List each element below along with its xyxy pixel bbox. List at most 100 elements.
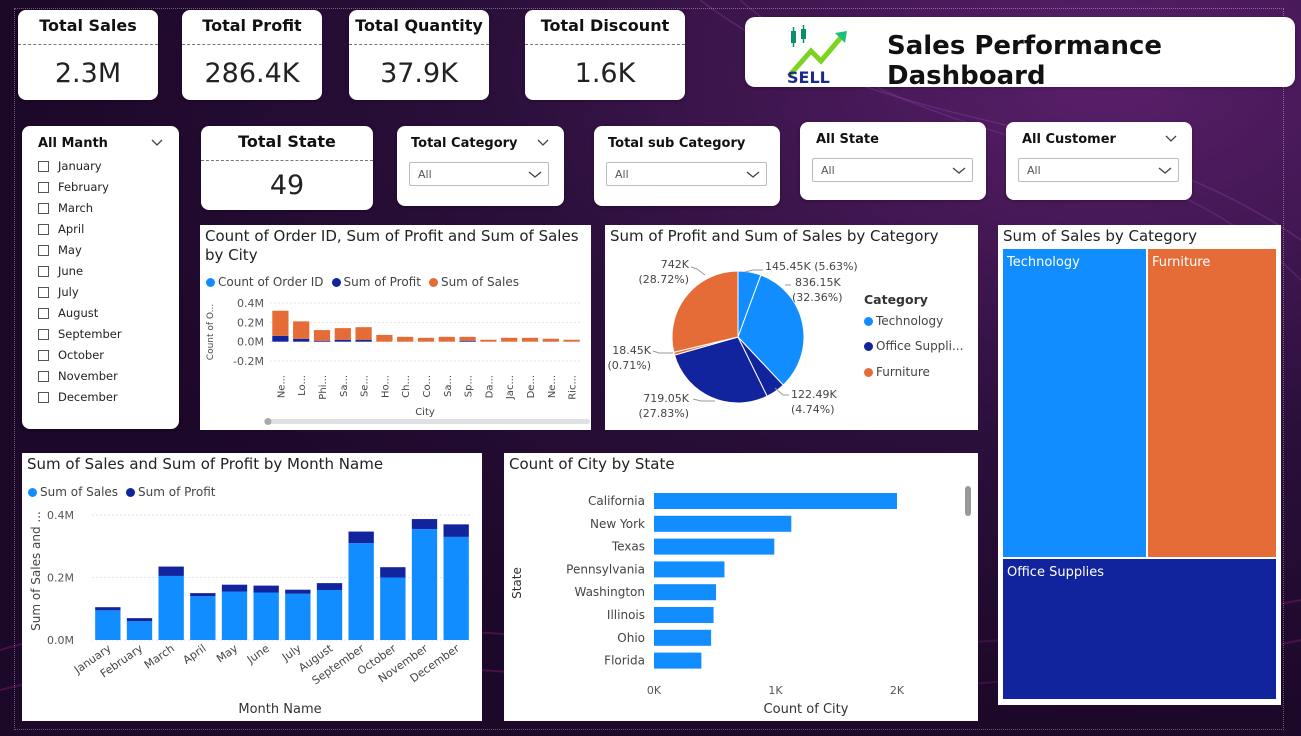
month-option-december[interactable]: December: [38, 389, 118, 405]
treemap-tile-furniture[interactable]: Furniture: [1148, 249, 1276, 557]
bar-sales: [293, 321, 310, 339]
bar-sales: [380, 577, 406, 640]
chart-title: Sum of Sales and Sum of Profit by Month …: [27, 455, 384, 473]
x-tick-label: Ne...: [547, 375, 558, 398]
month-option-may[interactable]: May: [38, 242, 82, 258]
month-option-august[interactable]: August: [38, 305, 98, 321]
customer-slicer[interactable]: All Customer All: [1006, 122, 1192, 200]
legend-item-furniture[interactable]: Furniture: [864, 365, 930, 379]
scrollbar-thumb[interactable]: [965, 486, 971, 516]
y-tick-label: Illinois: [607, 608, 645, 622]
legend-label: Sum of Sales: [440, 275, 519, 289]
category-dropdown[interactable]: All: [409, 162, 549, 186]
bar-sales: [376, 334, 393, 342]
checkbox[interactable]: [38, 244, 49, 256]
chart-legend: Count of Order ID Sum of Profit Sum of S…: [206, 275, 519, 289]
sales-treemap-panel[interactable]: Sum of Sales by Category Technology Furn…: [998, 225, 1281, 705]
checkbox[interactable]: [38, 391, 49, 403]
page-title: Sales Performance Dashboard: [887, 31, 1163, 91]
leader-line: [744, 269, 763, 273]
kpi-total-state[interactable]: Total State 49: [201, 126, 373, 210]
month-label: November: [58, 369, 118, 383]
y-tick-label: Florida: [604, 654, 645, 668]
bar-sales: [221, 591, 248, 640]
legend-label: Office Suppli...: [876, 339, 964, 353]
x-tick-label: Sp...: [464, 375, 475, 397]
checkbox[interactable]: [38, 160, 49, 172]
kpi-label: Total Profit: [202, 16, 302, 35]
month-label: February: [58, 180, 109, 194]
chevron-down-icon[interactable]: [537, 139, 549, 147]
dropdown-value: All: [1027, 164, 1041, 177]
treemap-tile-office-supplies[interactable]: Office Supplies: [1003, 559, 1276, 699]
sub-category-slicer[interactable]: Total sub Category All: [594, 126, 780, 206]
kpi-divider: [201, 160, 373, 161]
chevron-down-icon[interactable]: [1165, 135, 1177, 143]
slice-label: 742K: [661, 258, 690, 271]
bar-profit: [411, 519, 438, 530]
checkbox[interactable]: [38, 181, 49, 193]
kpi-divider: [525, 44, 685, 45]
legend-label: Count of Order ID: [218, 275, 324, 289]
kpi-total-quantity[interactable]: Total Quantity 37.9K: [349, 10, 489, 100]
bar-sales: [285, 593, 311, 640]
customer-dropdown[interactable]: All: [1018, 158, 1179, 182]
treemap-tile-technology[interactable]: Technology: [1003, 249, 1146, 557]
checkbox[interactable]: [38, 349, 49, 361]
month-option-february[interactable]: February: [38, 179, 109, 195]
kpi-value: 2.3M: [54, 58, 122, 89]
month-option-july[interactable]: July: [38, 284, 79, 300]
kpi-total-sales[interactable]: Total Sales 2.3M: [18, 10, 158, 100]
checkbox[interactable]: [38, 202, 49, 214]
checkbox[interactable]: [38, 265, 49, 277]
x-tick-label: Sa...: [443, 375, 454, 397]
checkbox[interactable]: [38, 328, 49, 340]
checkbox[interactable]: [38, 370, 49, 382]
x-axis-label: City: [415, 407, 435, 418]
month-slicer[interactable]: All Manth January February March April May Ju…: [22, 126, 179, 429]
month-option-january[interactable]: January: [38, 158, 102, 174]
bar-sales: [480, 339, 497, 342]
dropdown-value: All: [615, 168, 629, 181]
month-option-april[interactable]: April: [38, 221, 84, 237]
y-tick-label: Texas: [611, 540, 645, 554]
legend-item-office-supplies[interactable]: Office Suppli...: [864, 339, 963, 353]
kpi-value: 37.9K: [380, 58, 458, 89]
category-slicer[interactable]: Total Category All: [397, 126, 564, 206]
month-option-march[interactable]: March: [38, 200, 93, 216]
checkbox[interactable]: [38, 223, 49, 235]
slice-label: 719.05K: [643, 392, 689, 405]
kpi-total-profit[interactable]: Total Profit 286.4K: [182, 10, 322, 100]
state-chart-panel[interactable]: Count of City by State California New Yor…: [504, 453, 978, 721]
leader-line: [652, 350, 673, 354]
bar-profit: [190, 593, 216, 597]
kpi-total-discount[interactable]: Total Discount 1.6K: [525, 10, 685, 100]
category-pie-panel[interactable]: Sum of Profit and Sum of Sales by Catego…: [605, 225, 978, 430]
checkbox[interactable]: [38, 286, 49, 298]
x-tick-label: March: [142, 642, 177, 672]
month-option-october[interactable]: October: [38, 347, 104, 363]
sub-category-dropdown[interactable]: All: [606, 162, 767, 186]
month-label: January: [58, 159, 102, 173]
y-tick-label: -0.2M: [233, 355, 264, 368]
state-dropdown[interactable]: All: [812, 158, 973, 182]
month-option-september[interactable]: September: [38, 326, 122, 342]
y-tick-label: 0.2M: [47, 572, 74, 585]
x-tick-label: 0K: [647, 684, 662, 697]
state-slicer[interactable]: All State All: [800, 122, 986, 200]
legend-dot: [864, 341, 873, 351]
bar-sales: [95, 610, 121, 640]
checkbox[interactable]: [38, 307, 49, 319]
slicer-title: Total sub Category: [608, 136, 746, 151]
month-chart-panel[interactable]: Sum of Sales and Sum of Profit by Month …: [22, 453, 482, 721]
month-option-june[interactable]: June: [38, 263, 83, 279]
bar-profit: [293, 338, 310, 342]
city-chart-panel[interactable]: Count of Order ID, Sum of Profit and Sum…: [200, 225, 591, 430]
x-tick-label: 1K: [768, 684, 783, 697]
slice-label: 18.45K: [612, 344, 651, 357]
chevron-down-icon[interactable]: [151, 139, 163, 147]
legend-item-technology[interactable]: Technology: [864, 314, 943, 328]
legend-dot: [864, 316, 873, 326]
month-option-november[interactable]: November: [38, 368, 118, 384]
